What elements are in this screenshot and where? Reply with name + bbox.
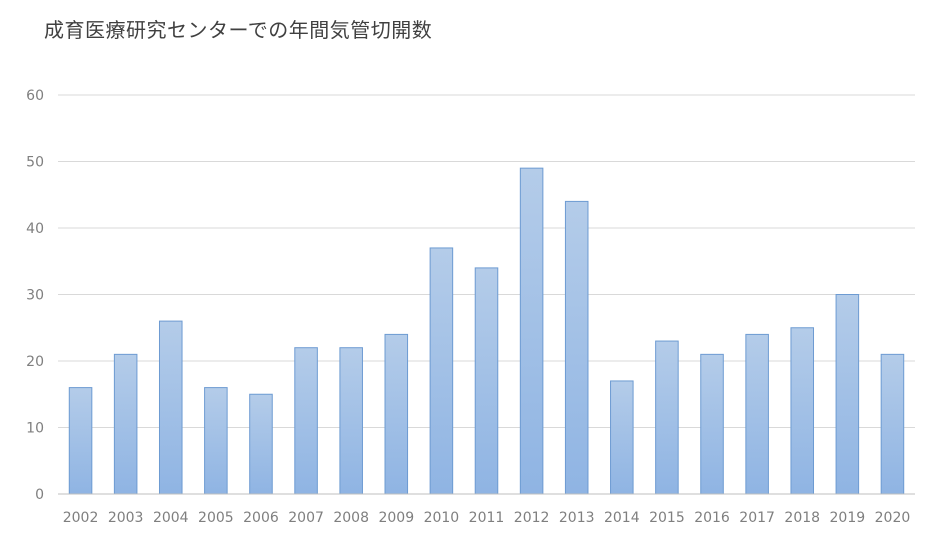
x-tick-label: 2014 — [604, 510, 640, 526]
x-tick-label: 2020 — [875, 510, 911, 526]
bars — [68, 167, 905, 495]
bar-2014 — [610, 380, 634, 495]
bar-2018 — [790, 327, 815, 495]
x-tick-label: 2012 — [514, 510, 550, 526]
bar-2007 — [294, 347, 318, 495]
x-tick-label: 2017 — [739, 510, 775, 526]
y-tick-label: 20 — [26, 354, 44, 370]
y-tick-label: 30 — [26, 288, 44, 304]
x-tick-label: 2003 — [108, 510, 144, 526]
x-tick-label: 2005 — [198, 510, 234, 526]
x-tick-label: 2009 — [378, 510, 414, 526]
y-tick-label: 10 — [26, 421, 44, 437]
x-tick-label: 2010 — [424, 510, 460, 526]
x-axis-ticks: 2002 2003 2004 2005 2006 2007 2008 2009 2010 2011… — [63, 510, 911, 526]
y-axis-ticks: 0 10 20 30 40 50 60 — [26, 88, 44, 503]
x-tick-label: 2007 — [288, 510, 324, 526]
bar-2009 — [384, 333, 409, 495]
y-tick-label: 40 — [26, 221, 44, 237]
x-tick-label: 2018 — [784, 510, 820, 526]
y-tick-label: 60 — [26, 88, 44, 104]
bar-2008 — [339, 347, 363, 495]
bar-2017 — [745, 333, 769, 495]
x-tick-label: 2004 — [153, 510, 189, 526]
x-tick-label: 2011 — [469, 510, 505, 526]
bar-2006 — [249, 393, 273, 495]
bar-2004 — [158, 320, 183, 495]
x-tick-label: 2008 — [333, 510, 369, 526]
bar-2019 — [835, 294, 860, 495]
bar-2012 — [519, 167, 544, 495]
y-tick-label: 50 — [26, 155, 44, 171]
x-tick-label: 2013 — [559, 510, 595, 526]
x-tick-label: 2006 — [243, 510, 279, 526]
x-tick-label: 2019 — [830, 510, 866, 526]
y-tick-label: 0 — [35, 487, 44, 503]
bar-2011 — [474, 267, 499, 495]
bar-2010 — [429, 247, 454, 495]
x-tick-label: 2015 — [649, 510, 685, 526]
bar-2003 — [113, 353, 138, 495]
bar-2016 — [700, 353, 724, 495]
x-tick-label: 2016 — [694, 510, 730, 526]
bar-2005 — [204, 387, 228, 495]
bar-2015 — [655, 340, 679, 495]
bar-2002 — [68, 387, 93, 495]
bar-2013 — [564, 200, 589, 495]
x-tick-label: 2002 — [63, 510, 99, 526]
chart-title: 成育医療研究センターでの年間気管切開数 — [44, 18, 433, 42]
bar-2020 — [880, 353, 905, 495]
